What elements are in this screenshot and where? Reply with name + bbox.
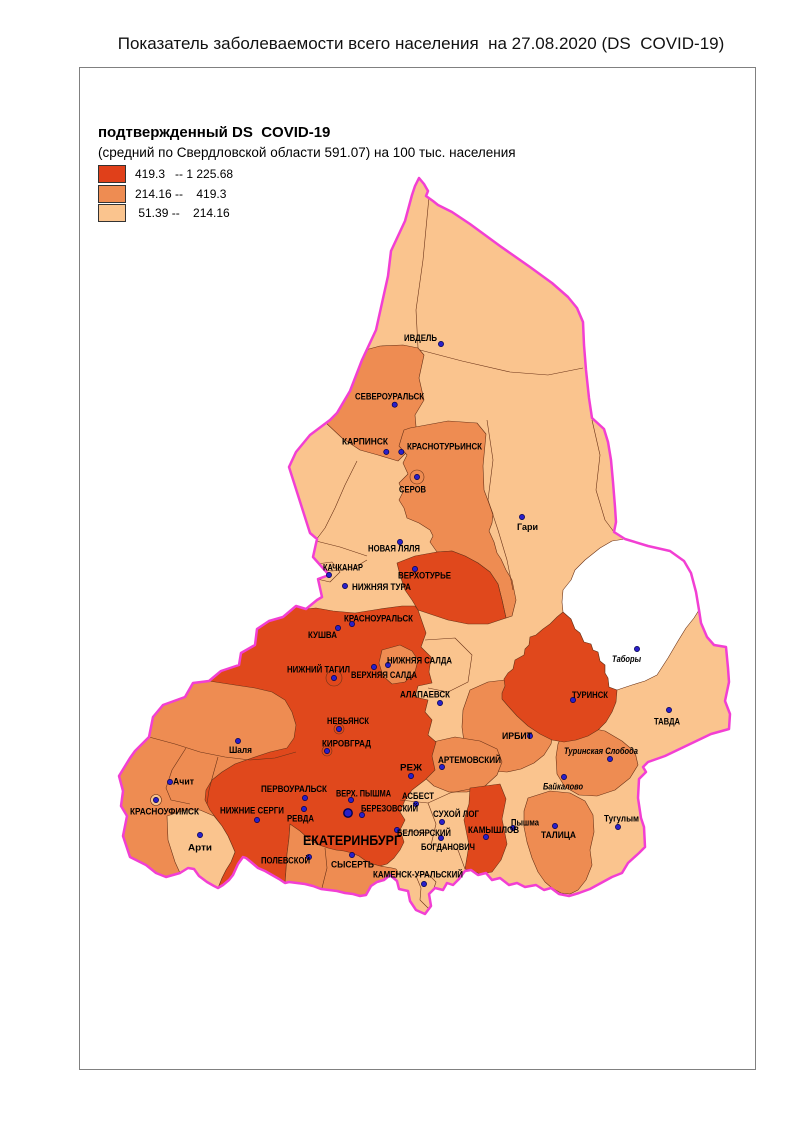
svg-text:ТАВДА: ТАВДА: [654, 717, 680, 728]
svg-text:АЛАПАЕВСК: АЛАПАЕВСК: [400, 690, 450, 701]
svg-text:КАЧКАНАР: КАЧКАНАР: [323, 563, 364, 574]
svg-text:ВЕРХОТУРЬЕ: ВЕРХОТУРЬЕ: [398, 571, 451, 582]
svg-text:НИЖНИЙ ТАГИЛ: НИЖНИЙ ТАГИЛ: [287, 664, 350, 676]
svg-text:Гари: Гари: [517, 522, 538, 533]
svg-text:Тугулым: Тугулым: [604, 814, 639, 825]
svg-text:СУХОЙ ЛОГ: СУХОЙ ЛОГ: [433, 808, 480, 820]
svg-text:ИВДЕЛЬ: ИВДЕЛЬ: [404, 333, 437, 344]
svg-text:ИРБИТ: ИРБИТ: [502, 731, 532, 742]
svg-text:РЕВДА: РЕВДА: [287, 814, 314, 825]
svg-text:КАМЫШЛОВ: КАМЫШЛОВ: [468, 825, 519, 836]
svg-text:КРАСНОТУРЬИНСК: КРАСНОТУРЬИНСК: [407, 442, 482, 453]
svg-text:АРТЕМОВСКИЙ: АРТЕМОВСКИЙ: [438, 754, 501, 766]
svg-text:КРАСНОУРАЛЬСК: КРАСНОУРАЛЬСК: [344, 614, 413, 625]
svg-text:ВЕРХ. ПЫШМА: ВЕРХ. ПЫШМА: [336, 789, 391, 800]
svg-text:РЕЖ: РЕЖ: [400, 763, 422, 774]
svg-text:НЕВЬЯНСК: НЕВЬЯНСК: [327, 716, 369, 727]
svg-text:ПЕРВОУРАЛЬСК: ПЕРВОУРАЛЬСК: [261, 784, 327, 795]
svg-text:АСБЕСТ: АСБЕСТ: [402, 791, 434, 802]
svg-text:СЕВЕРОУРАЛЬСК: СЕВЕРОУРАЛЬСК: [355, 392, 424, 403]
svg-text:ВЕРХНЯЯ САЛДА: ВЕРХНЯЯ САЛДА: [351, 670, 417, 681]
svg-text:КАРПИНСК: КАРПИНСК: [342, 437, 388, 448]
svg-text:Таборы: Таборы: [612, 654, 641, 665]
svg-text:НИЖНЯЯ САЛДА: НИЖНЯЯ САЛДА: [387, 656, 452, 667]
svg-text:БОГДАНОВИЧ: БОГДАНОВИЧ: [421, 842, 475, 853]
svg-text:КРАСНОУФИМСК: КРАСНОУФИМСК: [130, 807, 199, 818]
svg-text:ЕКАТЕРИНБУРГ: ЕКАТЕРИНБУРГ: [303, 832, 401, 848]
svg-text:Туринская Слобода: Туринская Слобода: [564, 746, 638, 757]
svg-text:Пышма: Пышма: [511, 818, 540, 829]
svg-text:БЕРЕЗОВСКИЙ: БЕРЕЗОВСКИЙ: [361, 803, 418, 815]
svg-text:СЫСЕРТЬ: СЫСЕРТЬ: [331, 860, 374, 871]
svg-text:Ачит: Ачит: [173, 777, 194, 788]
svg-text:ТУРИНСК: ТУРИНСК: [572, 690, 608, 701]
svg-text:КУШВА: КУШВА: [308, 630, 337, 641]
svg-text:Байкалово: Байкалово: [543, 782, 583, 793]
svg-text:Арти: Арти: [188, 843, 212, 854]
svg-text:Шаля: Шаля: [229, 745, 252, 756]
svg-text:СЕРОВ: СЕРОВ: [399, 485, 426, 496]
svg-text:НОВАЯ ЛЯЛЯ: НОВАЯ ЛЯЛЯ: [368, 544, 420, 555]
svg-text:НИЖНИЕ СЕРГИ: НИЖНИЕ СЕРГИ: [220, 806, 284, 817]
svg-text:ТАЛИЦА: ТАЛИЦА: [541, 830, 576, 841]
svg-text:НИЖНЯЯ ТУРА: НИЖНЯЯ ТУРА: [352, 582, 411, 593]
svg-text:КИРОВГРАД: КИРОВГРАД: [322, 739, 371, 750]
svg-text:ПОЛЕВСКОЙ: ПОЛЕВСКОЙ: [261, 855, 310, 867]
svg-text:БЕЛОЯРСКИЙ: БЕЛОЯРСКИЙ: [397, 827, 451, 839]
svg-text:КАМЕНСК-УРАЛЬСКИЙ: КАМЕНСК-УРАЛЬСКИЙ: [373, 869, 463, 881]
